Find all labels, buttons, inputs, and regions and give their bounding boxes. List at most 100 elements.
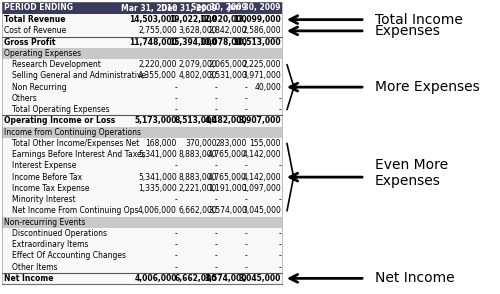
Text: 3,907,000: 3,907,000 [238, 116, 281, 125]
Text: Net Income: Net Income [4, 274, 54, 283]
Text: More Expenses: More Expenses [375, 80, 480, 94]
Text: Even More
Expenses: Even More Expenses [375, 158, 448, 188]
Text: -: - [244, 161, 247, 171]
Text: Other Items: Other Items [12, 263, 58, 272]
Text: 2,225,000: 2,225,000 [242, 60, 281, 69]
Bar [2, 239, 282, 250]
Text: -: - [244, 195, 247, 204]
Bar [2, 216, 282, 228]
Text: 10,513,000: 10,513,000 [234, 38, 281, 47]
Text: -: - [278, 161, 281, 171]
Text: Interest Expense: Interest Expense [12, 161, 76, 171]
Text: -: - [278, 105, 281, 114]
Text: 3,045,000: 3,045,000 [238, 274, 281, 283]
Text: Non-recurring Events: Non-recurring Events [4, 218, 86, 227]
Text: 4,765,000: 4,765,000 [208, 150, 247, 159]
Text: 12,920,000: 12,920,000 [199, 15, 247, 24]
Text: 1,335,000: 1,335,000 [138, 184, 177, 193]
Text: -: - [278, 240, 281, 249]
Text: -: - [174, 229, 177, 238]
Text: Expenses: Expenses [375, 24, 441, 38]
Bar [2, 194, 282, 205]
Text: -: - [214, 229, 217, 238]
Bar [2, 261, 282, 273]
Text: Net Income From Continuing Ops: Net Income From Continuing Ops [12, 206, 138, 216]
Text: Total Operating Expenses: Total Operating Expenses [12, 105, 110, 114]
Text: 1,191,000: 1,191,000 [208, 184, 247, 193]
Text: -: - [244, 105, 247, 114]
Text: -: - [174, 251, 177, 260]
Text: 6,662,000: 6,662,000 [178, 206, 217, 216]
Text: -: - [174, 240, 177, 249]
Text: -: - [244, 229, 247, 238]
Text: Jun 30, 2009: Jun 30, 2009 [228, 4, 281, 13]
Text: 4,142,000: 4,142,000 [242, 173, 281, 182]
Text: 4,006,000: 4,006,000 [134, 274, 177, 283]
Text: 155,000: 155,000 [250, 139, 281, 148]
Text: 5,341,000: 5,341,000 [138, 150, 177, 159]
Text: -: - [174, 161, 177, 171]
Bar [2, 273, 282, 284]
Bar [2, 36, 282, 48]
Text: 3,628,000: 3,628,000 [178, 26, 217, 35]
Text: Total Income: Total Income [375, 13, 463, 27]
Text: 2,079,000: 2,079,000 [178, 60, 217, 69]
Text: 3,574,000: 3,574,000 [208, 206, 247, 216]
Bar [2, 48, 282, 59]
Bar [2, 171, 282, 183]
Text: Effect Of Accounting Changes: Effect Of Accounting Changes [12, 251, 126, 260]
Text: 283,000: 283,000 [216, 139, 247, 148]
Text: 4,482,000: 4,482,000 [204, 116, 247, 125]
Text: 8,513,000: 8,513,000 [174, 116, 217, 125]
Bar [2, 70, 282, 81]
Text: 4,006,000: 4,006,000 [138, 206, 177, 216]
Text: Selling General and Administrative: Selling General and Administrative [12, 71, 146, 80]
Text: 10,078,000: 10,078,000 [199, 38, 247, 47]
Text: Earnings Before Interest And Taxes: Earnings Before Interest And Taxes [12, 150, 145, 159]
Text: -: - [214, 161, 217, 171]
Bar [2, 104, 282, 115]
Text: Mar 31, 2010: Mar 31, 2010 [120, 4, 177, 13]
Text: 2,065,000: 2,065,000 [208, 60, 247, 69]
Text: Dec 31, 2009: Dec 31, 2009 [161, 4, 217, 13]
Text: -: - [174, 83, 177, 92]
Text: 4,355,000: 4,355,000 [138, 71, 177, 80]
Text: 3,045,000: 3,045,000 [242, 206, 281, 216]
Bar [2, 149, 282, 160]
Text: 13,099,000: 13,099,000 [233, 15, 281, 24]
Text: Operating Income or Loss: Operating Income or Loss [4, 116, 115, 125]
Text: Discontinued Operations: Discontinued Operations [12, 229, 107, 238]
Text: 14,503,000: 14,503,000 [130, 15, 177, 24]
Text: 4,142,000: 4,142,000 [242, 150, 281, 159]
Text: -: - [278, 263, 281, 272]
Bar [2, 2, 282, 14]
Text: Net Income: Net Income [375, 271, 454, 285]
Text: -: - [174, 105, 177, 114]
Text: 8,883,000: 8,883,000 [178, 173, 217, 182]
Bar [2, 228, 282, 239]
Text: 6,662,000: 6,662,000 [174, 274, 217, 283]
Text: -: - [174, 94, 177, 103]
Bar [2, 205, 282, 216]
Text: Gross Profit: Gross Profit [4, 38, 56, 47]
Text: -: - [278, 229, 281, 238]
Text: 15,394,000: 15,394,000 [170, 38, 217, 47]
Bar [2, 25, 282, 36]
Text: Extraordinary Items: Extraordinary Items [12, 240, 88, 249]
Bar [2, 138, 282, 149]
Text: -: - [174, 263, 177, 272]
Text: -: - [214, 251, 217, 260]
Text: 4,765,000: 4,765,000 [208, 173, 247, 182]
Bar [2, 2, 282, 284]
Text: Cost of Revenue: Cost of Revenue [4, 26, 66, 35]
Text: Non Recurring: Non Recurring [12, 83, 66, 92]
Text: -: - [244, 251, 247, 260]
Text: 11,748,000: 11,748,000 [129, 38, 177, 47]
Text: -: - [244, 263, 247, 272]
Bar [2, 160, 282, 171]
Text: 5,173,000: 5,173,000 [134, 116, 177, 125]
Text: Operating Expenses: Operating Expenses [4, 49, 81, 58]
Bar [2, 183, 282, 194]
Bar [2, 93, 282, 104]
Text: Research Development: Research Development [12, 60, 101, 69]
